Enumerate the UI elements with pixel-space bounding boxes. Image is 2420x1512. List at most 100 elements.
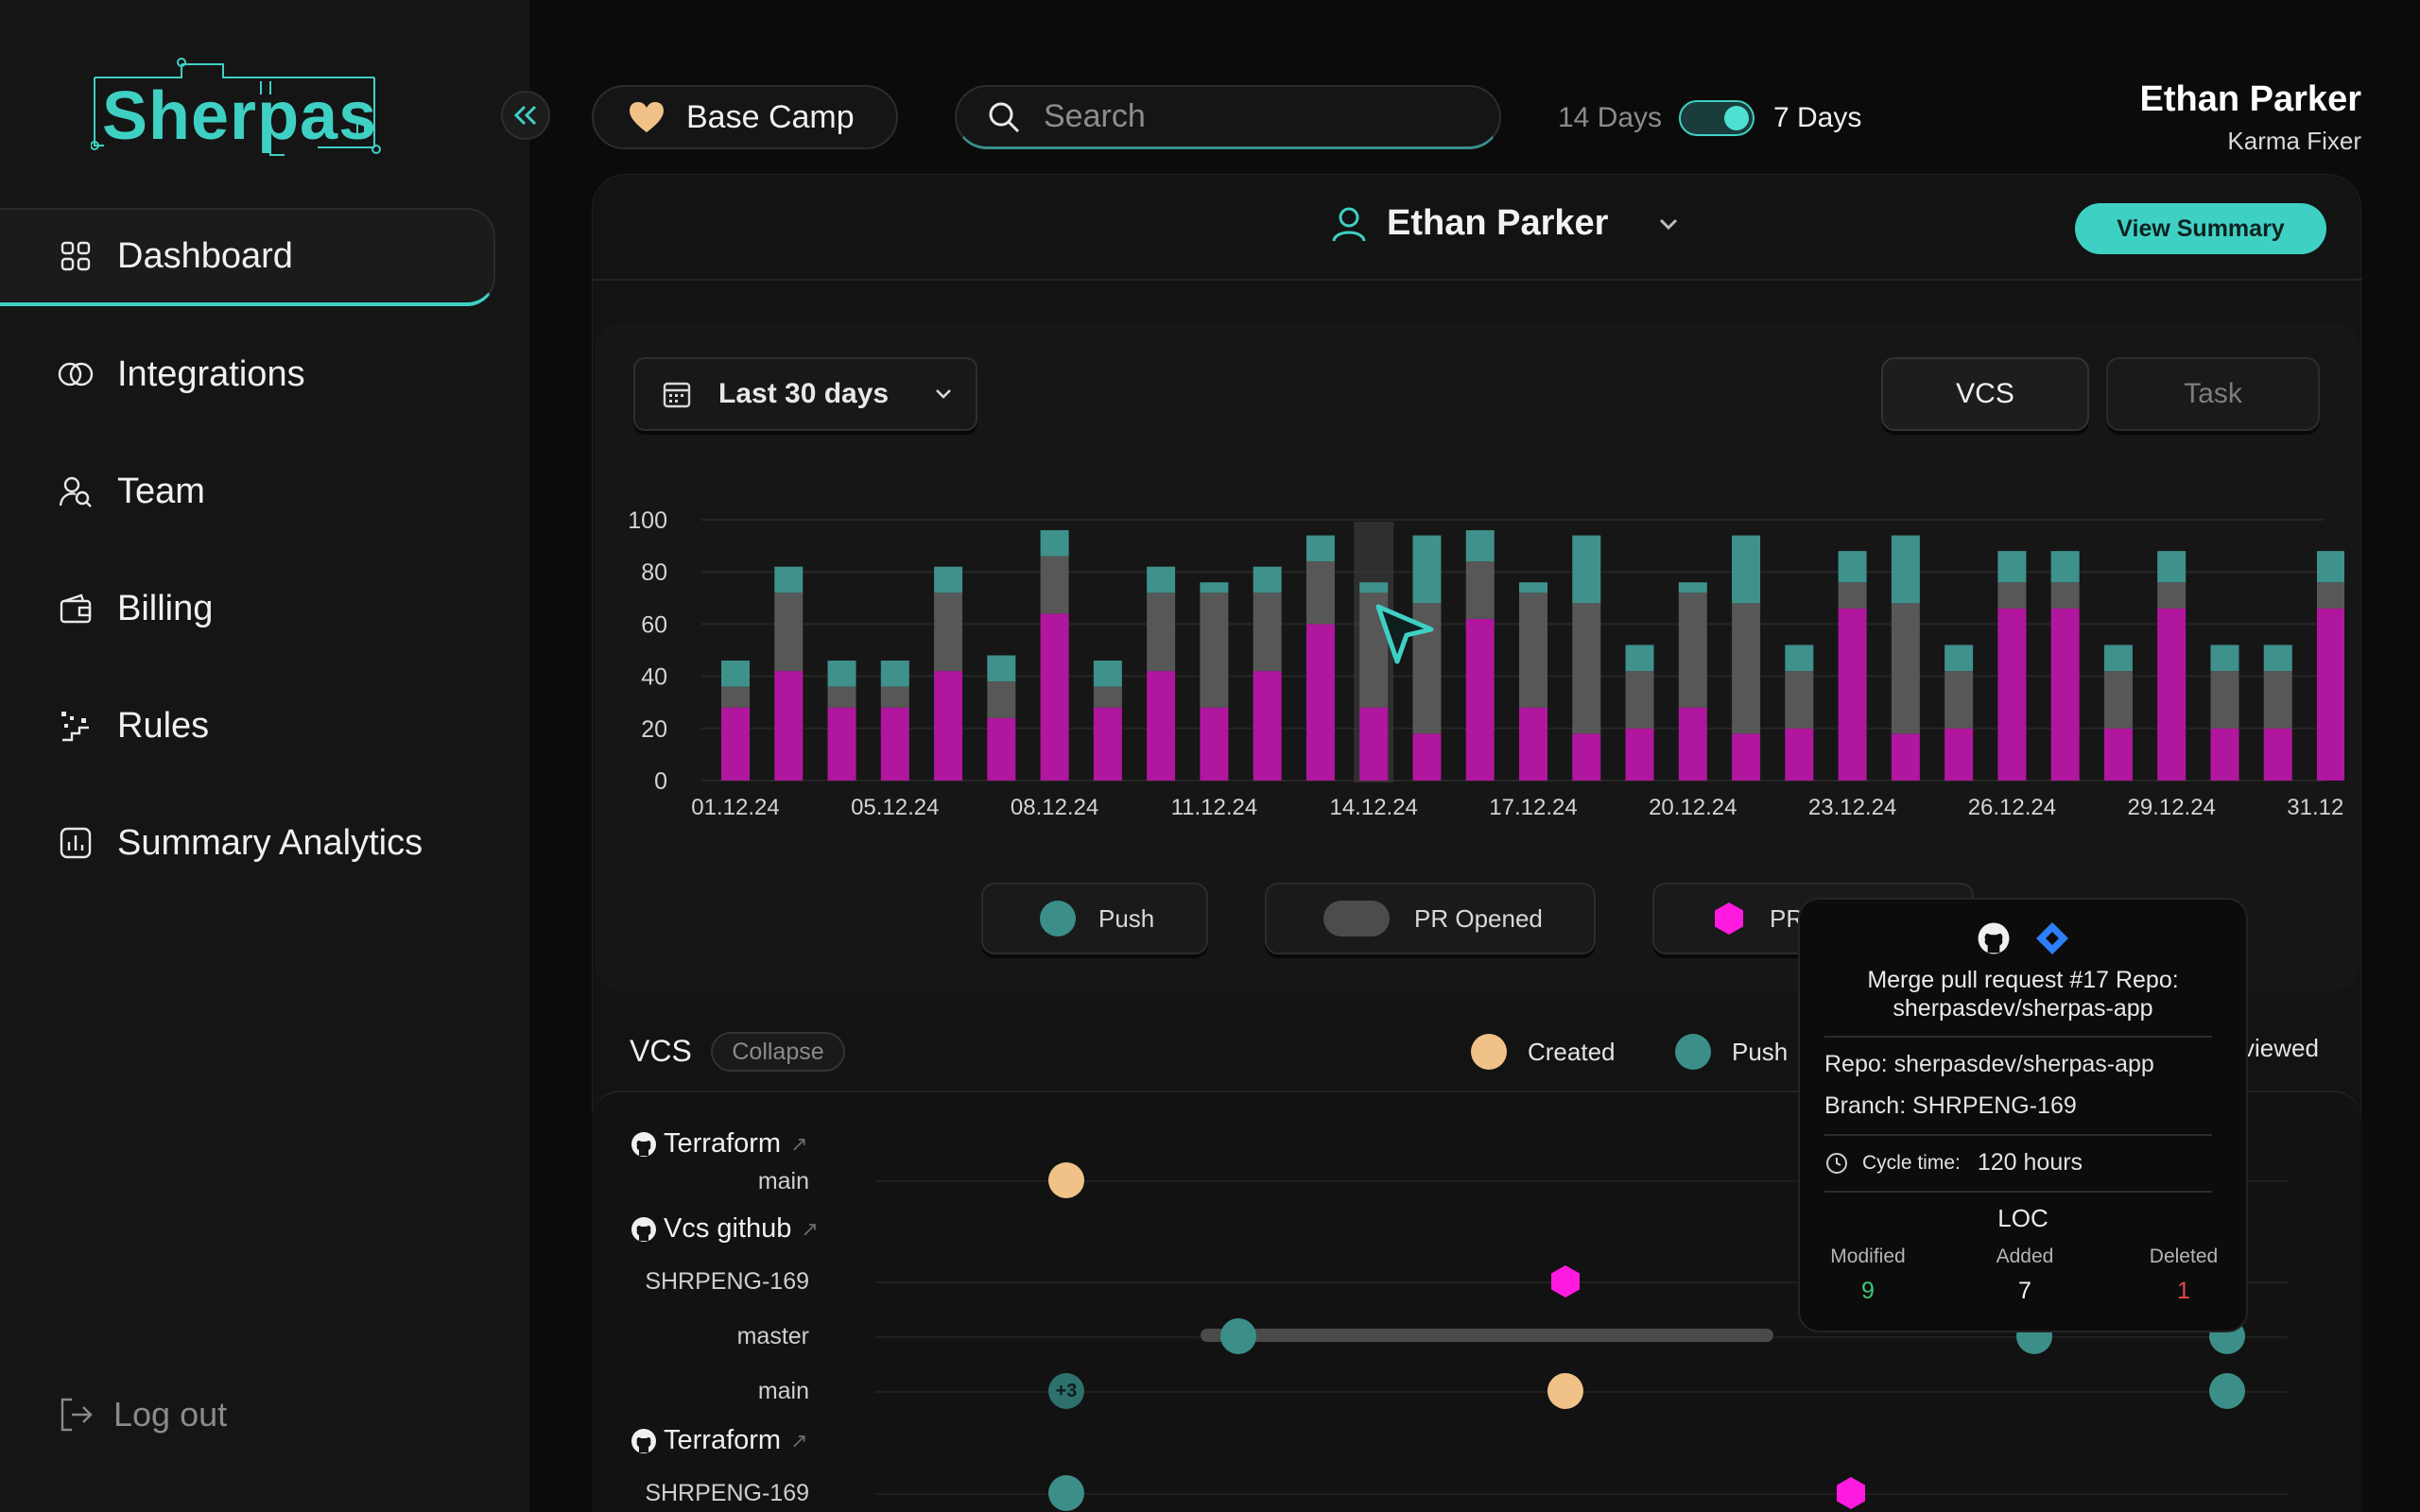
- sidebar-item-summary-analytics[interactable]: Summary Analytics: [0, 794, 495, 892]
- created-marker[interactable]: [1547, 1373, 1583, 1409]
- link-icon: [57, 355, 95, 393]
- user-role: Karma Fixer: [2227, 127, 2361, 155]
- repo-link-vcs-github[interactable]: Vcs github ↗: [630, 1213, 819, 1245]
- y-tick-label: 100: [628, 507, 667, 534]
- push-swatch: [1675, 1034, 1711, 1070]
- sherpas-logo[interactable]: Sherpas: [91, 57, 384, 161]
- tooltip-source-icons: [1800, 920, 2246, 956]
- timeline-track: [875, 1493, 2288, 1495]
- vcs-section-title: VCS: [630, 1034, 692, 1068]
- bar-segment: [1678, 707, 1707, 781]
- sidebar-item-integrations[interactable]: Integrations: [0, 325, 495, 423]
- tooltip-repo: Repo: sherpasdev/sherpas-app: [1824, 1051, 2154, 1077]
- workspace-selector[interactable]: Base Camp: [592, 85, 898, 149]
- push-marker[interactable]: [1220, 1318, 1256, 1354]
- bar-segment: [1412, 535, 1442, 604]
- cycle-time-label: Cycle time:: [1862, 1151, 1961, 1174]
- legend-reviewed: viewed: [2242, 1034, 2319, 1063]
- sidebar-item-label: Integrations: [117, 353, 305, 394]
- bar-segment: [1572, 535, 1601, 604]
- bar-segment: [1625, 644, 1654, 672]
- collapse-button[interactable]: Collapse: [711, 1032, 845, 1072]
- loc-title: LOC: [1997, 1204, 2048, 1232]
- github-icon: [631, 1131, 656, 1157]
- push-marker[interactable]: [1048, 1475, 1084, 1511]
- bar-segment: [2317, 608, 2344, 781]
- pr-merged-marker[interactable]: [1833, 1475, 1869, 1511]
- logo-text: Sherpas: [102, 78, 378, 154]
- bar-segment: [1678, 582, 1707, 593]
- bar-segment: [827, 686, 856, 708]
- bar-segment: [1040, 613, 1069, 781]
- tab-task[interactable]: Task: [2106, 357, 2320, 431]
- github-icon: [631, 1216, 656, 1242]
- tab-vcs[interactable]: VCS: [1881, 357, 2089, 431]
- date-range-dropdown[interactable]: Last 30 days: [633, 357, 977, 431]
- bar-segment: [1891, 603, 1920, 734]
- bar-segment: [1200, 707, 1229, 781]
- modified-value: 9: [1861, 1278, 1875, 1304]
- bar-segment: [1359, 582, 1389, 593]
- x-tick-label: 08.12.24: [1011, 795, 1098, 820]
- logout-button[interactable]: Log out: [57, 1395, 227, 1435]
- bar-segment: [1891, 733, 1920, 781]
- sidebar-item-dashboard[interactable]: Dashboard: [0, 208, 495, 306]
- repo-name: Vcs github: [664, 1213, 792, 1244]
- legend-pr-opened-button[interactable]: PR Opened: [1265, 883, 1596, 954]
- legend-push-button[interactable]: Push: [981, 883, 1208, 954]
- search-icon: [989, 102, 1020, 132]
- x-tick-label: 01.12.24: [691, 795, 779, 820]
- branch-label: main: [757, 1378, 809, 1404]
- bar-segment: [2210, 644, 2239, 672]
- logout-label: Log out: [113, 1395, 228, 1434]
- team-icon: [57, 472, 95, 510]
- x-tick-label: 23.12.24: [1808, 795, 1896, 820]
- days-toggle[interactable]: [1679, 100, 1754, 136]
- repo-link-terraform-2[interactable]: Terraform ↗: [630, 1425, 808, 1456]
- branch-label: master: [736, 1323, 809, 1349]
- heart-icon: [630, 102, 664, 132]
- added-value: 7: [2018, 1278, 2031, 1304]
- sidebar-item-label: Billing: [117, 588, 214, 628]
- bar-segment: [1359, 707, 1389, 781]
- bar-segment: [1785, 644, 1814, 672]
- user-name[interactable]: Ethan Parker: [2139, 79, 2361, 119]
- calendar-icon: [663, 382, 691, 408]
- repo-link-terraform[interactable]: Terraform ↗: [630, 1128, 808, 1160]
- event-tooltip: Merge pull request #17 Repo: sherpasdev/…: [1798, 898, 2248, 1332]
- bar-segment: [1519, 593, 1547, 708]
- cursor-icon: [1375, 604, 1434, 664]
- bar-segment: [2263, 728, 2292, 781]
- bar-segment: [721, 707, 750, 781]
- push-marker[interactable]: [2209, 1373, 2245, 1409]
- created-marker[interactable]: [1048, 1162, 1084, 1198]
- bar-segment: [1465, 618, 1495, 781]
- bar-segment: [2263, 644, 2292, 672]
- repo-name: Terraform: [664, 1128, 782, 1159]
- sidebar: Sherpas Dashboard Integrations Team Bill…: [0, 0, 529, 1512]
- y-tick-label: 60: [641, 611, 667, 638]
- sidebar-item-billing[interactable]: Billing: [0, 559, 495, 658]
- sidebar-item-rules[interactable]: Rules: [0, 677, 495, 775]
- search-placeholder: Search: [1044, 98, 1146, 134]
- search-input[interactable]: Search: [955, 85, 1501, 149]
- pr-opened-swatch: [1323, 901, 1390, 936]
- bar-segment: [2157, 582, 2187, 609]
- bar-segment: [2103, 728, 2133, 781]
- bar-segment: [1678, 593, 1707, 708]
- y-tick-label: 80: [641, 559, 667, 586]
- pr-merged-marker[interactable]: [1547, 1263, 1583, 1299]
- bar-segment: [1732, 535, 1761, 604]
- collapse-sidebar-button[interactable]: [501, 91, 550, 140]
- view-summary-button[interactable]: View Summary: [2075, 203, 2326, 254]
- more-events-marker[interactable]: +3: [1048, 1373, 1084, 1409]
- legend-label: PR Opened: [1414, 903, 1543, 933]
- bar-segment: [987, 717, 1016, 781]
- legend-label: Created: [1528, 1037, 1616, 1066]
- sidebar-item-label: Summary Analytics: [117, 822, 424, 863]
- repo-name: Terraform: [664, 1425, 782, 1455]
- sidebar-item-team[interactable]: Team: [0, 442, 495, 541]
- date-range-label: Last 30 days: [718, 378, 890, 409]
- bar-segment: [774, 566, 804, 593]
- person-selector[interactable]: Ethan Parker: [1330, 203, 1682, 244]
